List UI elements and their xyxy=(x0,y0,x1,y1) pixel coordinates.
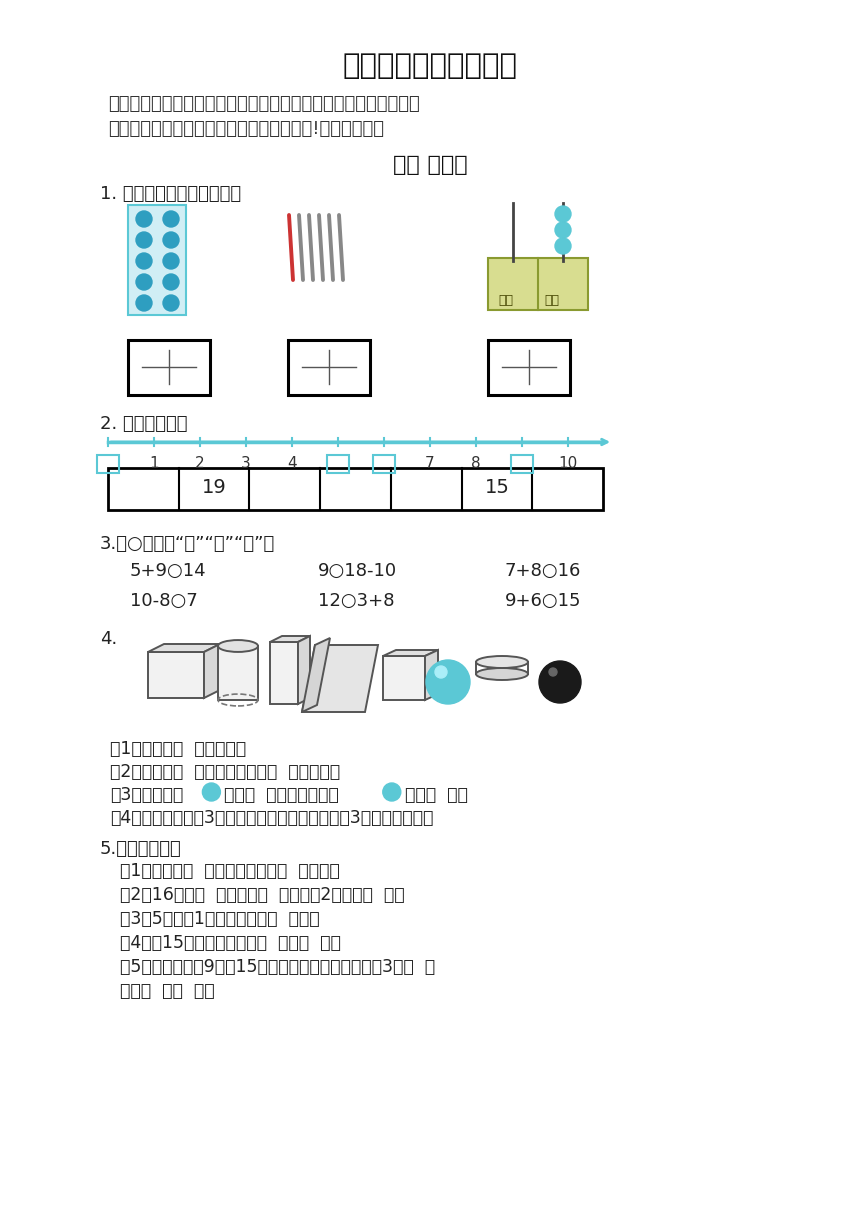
Circle shape xyxy=(435,666,447,679)
Text: 4.: 4. xyxy=(100,630,117,648)
Polygon shape xyxy=(383,655,425,700)
Circle shape xyxy=(555,223,571,238)
Bar xyxy=(97,455,119,473)
Text: （2）16里有（  ）个十和（  ）个一，2个十是（  ）。: （2）16里有（ ）个十和（ ）个一，2个十是（ ）。 xyxy=(120,886,404,903)
Text: 3: 3 xyxy=(241,456,251,471)
Circle shape xyxy=(539,662,581,703)
Text: 15: 15 xyxy=(484,478,509,497)
Text: 12○3+8: 12○3+8 xyxy=(318,592,395,610)
Polygon shape xyxy=(302,644,378,713)
Bar xyxy=(108,468,603,510)
Polygon shape xyxy=(425,651,438,700)
Text: （2）图中有（  ）个长方体，有（  ）个圆柱。: （2）图中有（ ）个长方体，有（ ）个圆柱。 xyxy=(110,762,340,781)
Text: 十位: 十位 xyxy=(498,294,513,306)
Circle shape xyxy=(136,212,152,227)
Polygon shape xyxy=(270,636,310,642)
Text: 8: 8 xyxy=(471,456,481,471)
Polygon shape xyxy=(298,636,310,704)
Bar xyxy=(288,340,370,395)
Ellipse shape xyxy=(476,668,528,680)
Polygon shape xyxy=(383,651,438,655)
Text: 个位: 个位 xyxy=(544,294,559,306)
Text: （3）从左边数: （3）从左边数 xyxy=(110,786,183,804)
Text: 10-8○7: 10-8○7 xyxy=(130,592,198,610)
Circle shape xyxy=(163,232,179,248)
Bar xyxy=(128,206,186,315)
Text: 7: 7 xyxy=(425,456,435,471)
Text: 19: 19 xyxy=(202,478,226,497)
Text: 7+8○16: 7+8○16 xyxy=(505,562,581,580)
Text: 2: 2 xyxy=(195,456,205,471)
Text: （  ）（  ）。: （ ）（ ）。 xyxy=(120,983,215,1000)
Text: 是第（  ）个: 是第（ ）个 xyxy=(405,786,468,804)
Circle shape xyxy=(163,274,179,289)
Circle shape xyxy=(383,783,401,801)
Bar xyxy=(373,455,395,473)
Polygon shape xyxy=(302,638,330,713)
Text: 1: 1 xyxy=(149,456,159,471)
Ellipse shape xyxy=(476,655,528,668)
Text: 一、 知识宫: 一、 知识宫 xyxy=(393,154,467,175)
Circle shape xyxy=(136,232,152,248)
Ellipse shape xyxy=(218,640,258,652)
Text: 5+9○14: 5+9○14 xyxy=(130,562,206,580)
Text: 3.在○里填上“＞”“＜”“＝”。: 3.在○里填上“＞”“＜”“＝”。 xyxy=(100,535,275,553)
Circle shape xyxy=(163,295,179,311)
Text: （1）我今年（  ）岁了，我家有（  ）口人。: （1）我今年（ ）岁了，我家有（ ）口人。 xyxy=(120,862,340,880)
Bar xyxy=(488,258,588,310)
Bar xyxy=(511,455,533,473)
Text: （4）与15相邻的两个数是（  ）和（  ）。: （4）与15相邻的两个数是（ ）和（ ）。 xyxy=(120,934,341,952)
Text: 9+6○15: 9+6○15 xyxy=(505,592,581,610)
Circle shape xyxy=(555,238,571,254)
Text: 是第（  ）个，从右边数: 是第（ ）个，从右边数 xyxy=(224,786,339,804)
Circle shape xyxy=(202,783,220,801)
Circle shape xyxy=(136,295,152,311)
Polygon shape xyxy=(270,642,298,704)
Text: 5.按要求写数。: 5.按要求写数。 xyxy=(100,840,181,858)
Circle shape xyxy=(426,660,470,704)
Text: （3）5个一和1个十合起来是（  ）个。: （3）5个一和1个十合起来是（ ）个。 xyxy=(120,910,320,928)
Text: （5）你能写出比9大比15小的数吗？请在括号里写出3个（  ）: （5）你能写出比9大比15小的数吗？请在括号里写出3个（ ） xyxy=(120,958,435,976)
Text: 1. 看图写数，要写工整哟！: 1. 看图写数，要写工整哟！ xyxy=(100,185,241,203)
Text: 筋，体验一下用知识解决问题带来的快乐吧!相信你能行！: 筋，体验一下用知识解决问题带来的快乐吧!相信你能行！ xyxy=(108,120,384,137)
Text: 9○18-10: 9○18-10 xyxy=(318,562,397,580)
Bar xyxy=(488,340,570,395)
Circle shape xyxy=(136,274,152,289)
Bar xyxy=(327,455,349,473)
Text: （1）一共有（  ）个图形。: （1）一共有（ ）个图形。 xyxy=(110,741,246,758)
Polygon shape xyxy=(204,644,220,698)
Text: 2. 按顺序填数。: 2. 按顺序填数。 xyxy=(100,415,187,433)
Circle shape xyxy=(163,253,179,269)
Text: 10: 10 xyxy=(558,456,578,471)
Circle shape xyxy=(549,668,557,676)
Text: 4: 4 xyxy=(287,456,297,471)
Text: 上期一年级期末考查卷: 上期一年级期末考查卷 xyxy=(342,52,518,80)
Circle shape xyxy=(136,253,152,269)
Bar xyxy=(128,340,210,395)
Circle shape xyxy=(163,212,179,227)
Polygon shape xyxy=(148,644,220,652)
Text: （4）把从右边数第3个图形涂上红色，把左边的第3个图形圈起来。: （4）把从右边数第3个图形涂上红色，把左边的第3个图形圈起来。 xyxy=(110,809,433,827)
Polygon shape xyxy=(148,652,204,698)
Circle shape xyxy=(555,206,571,223)
Polygon shape xyxy=(218,646,258,700)
Text: 小朋友，你一定学到了不少数学知识和本领吧！让我们一起动脑: 小朋友，你一定学到了不少数学知识和本领吧！让我们一起动脑 xyxy=(108,95,420,113)
